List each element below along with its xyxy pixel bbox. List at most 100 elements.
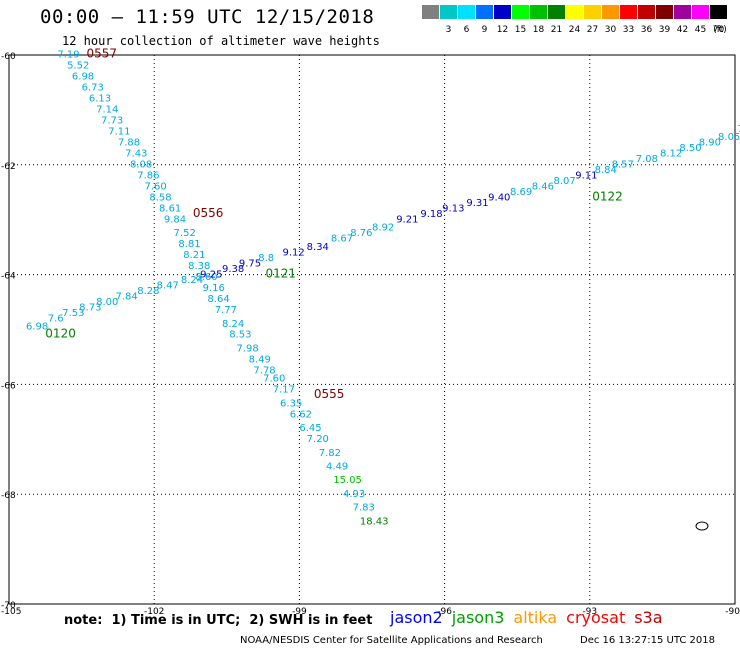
wave-height-label: 8.76 — [350, 228, 372, 239]
legend-swatch — [638, 5, 655, 19]
lon-tick-label: -105 — [1, 607, 21, 617]
wave-height-label: 8.64 — [207, 294, 229, 305]
wave-height-label: 8.53 — [229, 330, 251, 341]
wave-height-label: 9.25 — [200, 269, 222, 280]
wave-height-label: 7.19 — [57, 50, 79, 61]
lat-tick-label: -70 — [1, 601, 16, 611]
wave-height-label: 8.21 — [183, 250, 205, 261]
legend-label: 45 — [694, 25, 707, 35]
wave-height-label: 6.73 — [82, 83, 104, 94]
wave-height-label: 8.49 — [249, 354, 271, 365]
axis-ticks: -105 -102 -99 -96 -93 -90 -60 -62 -64 -66 -68 -70 — [1, 52, 740, 617]
wave-height-label: 9.12 — [282, 247, 304, 258]
lon-tick-label: -99 — [292, 607, 307, 617]
legend-swatch — [512, 5, 529, 19]
wave-height-label: 8.34 — [307, 242, 329, 253]
wave-height-label: 7.08 — [636, 154, 658, 165]
pass-time-labels: 0557 0556 0555 0120 0121 0122 — [45, 47, 622, 401]
wave-height-label: 8.58 — [149, 192, 171, 203]
satellite-cryosat: cryosat — [566, 608, 626, 627]
map-title: 00:00 – 11:59 UTC 12/15/2018 — [40, 6, 375, 28]
ascending-track: 6.987.67.538.738.007.84 8.288.47 8.249.25 9… — [26, 124, 740, 333]
legend-label: 18 — [532, 25, 545, 35]
wave-height-label: 18.43 — [360, 516, 389, 527]
legend-label: 27 — [586, 25, 599, 35]
wave-height-label: 8.73 — [79, 302, 101, 313]
wave-height-label: 8.05 — [718, 132, 740, 143]
wave-height-label: 7.73 — [101, 116, 123, 127]
wave-height-label: 8.84 — [595, 165, 617, 176]
wave-height-label: 8.69 — [510, 187, 532, 198]
wave-height-label: 7.60 — [145, 182, 167, 193]
map-frame — [8, 54, 736, 605]
wave-height-label: 7.53 — [62, 308, 84, 319]
wave-height-label: 8.46 — [532, 182, 554, 193]
wave-height-label: 8.07 — [554, 176, 576, 187]
legend-label: 39 — [658, 25, 671, 35]
legend-swatch — [440, 5, 457, 19]
wave-height-label: 9.11 — [575, 171, 597, 182]
legend-swatch — [692, 5, 709, 19]
wave-height-label: 6.35 — [280, 398, 302, 409]
wave-height-label: 9.75 — [239, 258, 261, 269]
wave-height-label: 8.90 — [699, 138, 721, 149]
legend-label: 12 — [496, 25, 509, 35]
wave-height-label: 7.84 — [115, 291, 137, 302]
credit-line: NOAA/NESDIS Center for Satellite Applica… — [240, 635, 543, 646]
wave-height-label: 7.98 — [236, 343, 258, 354]
wave-height-label: 7.78 — [253, 365, 275, 376]
legend-label: 21 — [550, 25, 563, 35]
wave-height-label: 7.83 — [353, 503, 375, 514]
legend-swatch — [548, 5, 565, 19]
wave-height-label: 4.93 — [343, 489, 365, 500]
wave-height-label: 8.60 — [195, 272, 217, 283]
wave-height-label: 8.28 — [137, 286, 159, 297]
wave-height-label: 8.8 — [258, 253, 274, 264]
map-subtitle: 12 hour collection of altimeter wave hei… — [62, 34, 380, 48]
wave-height-label: 5.52 — [67, 61, 89, 72]
wave-height-label: 9.21 — [396, 214, 418, 225]
satellite-s3a: s3a — [634, 608, 663, 627]
legend-swatch — [530, 5, 547, 19]
wave-height-label: 8.92 — [372, 223, 394, 234]
wave-height-label: 9.40 — [488, 192, 510, 203]
wave-height-label: 8.50 — [679, 143, 701, 154]
legend-swatch — [458, 5, 475, 19]
lat-tick-label: -62 — [1, 162, 16, 172]
legend-label: 42 — [676, 25, 689, 35]
lat-lon-grid — [9, 55, 735, 604]
wave-height-label: 6.98 — [26, 322, 48, 333]
wave-height-label: 7.11 — [108, 127, 130, 138]
wave-height-label: 9.31 — [466, 198, 488, 209]
legend-label: 3 — [445, 25, 452, 35]
legend-swatch — [674, 5, 691, 19]
legend-swatch — [584, 5, 601, 19]
wave-height-label: 7.88 — [118, 138, 140, 149]
lon-tick-label: -93 — [582, 607, 597, 617]
wave-height-label: 9.38 — [222, 264, 244, 275]
legend-swatch — [656, 5, 673, 19]
wave-height-label: 7.20 — [307, 434, 329, 445]
legend-label: 36 — [640, 25, 653, 35]
lon-tick-label: -96 — [437, 607, 452, 617]
lat-tick-label: -66 — [1, 381, 16, 391]
altimeter-tracks: 7.195.526.986.736.137.147.737.117.887.43… — [26, 50, 740, 528]
legend-label: 9 — [481, 25, 488, 35]
wave-height-label: 8.24 — [222, 319, 244, 330]
legend-label: 6 — [463, 25, 470, 35]
wave-height-label: 7.14 — [96, 105, 118, 116]
island-outline — [695, 521, 709, 531]
generation-timestamp: Dec 16 13:27:15 UTC 2018 — [580, 635, 715, 646]
wave-height-label: 7.6 — [48, 313, 64, 324]
legend-label: 70 — [712, 25, 725, 35]
legend-swatch — [710, 5, 727, 19]
legend-swatch — [422, 5, 439, 19]
wave-height-label: 8.08 — [130, 160, 152, 171]
lat-tick-label: -68 — [1, 491, 16, 501]
wave-height-label: 8.67 — [331, 234, 353, 245]
wave-height-label: 9.13 — [442, 203, 464, 214]
legend-swatch — [476, 5, 493, 19]
legend-swatch — [566, 5, 583, 19]
pass-time-label: 0122 — [592, 189, 623, 203]
